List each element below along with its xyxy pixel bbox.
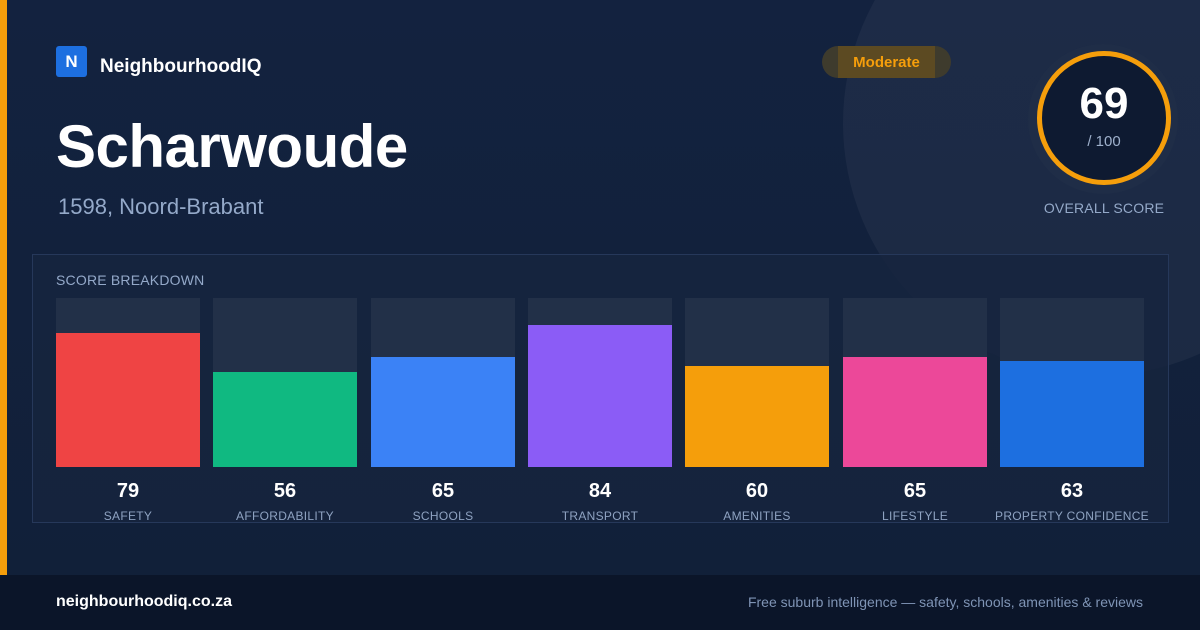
rating-badge-label: Moderate — [853, 53, 920, 71]
bar-label: AFFORDABILITY — [236, 509, 334, 523]
bar-fill — [371, 357, 515, 467]
rating-badge: Moderate — [822, 46, 951, 78]
overall-score-value: 69 — [1079, 79, 1129, 128]
score-breakdown-title: SCORE BREAKDOWN — [56, 272, 205, 288]
brand-logo-icon: N — [56, 46, 87, 77]
bar-label: LIFESTYLE — [881, 509, 949, 523]
bar-value: 79 — [116, 480, 140, 502]
bar-fill — [213, 372, 357, 467]
brand-name: NeighbourhoodIQ — [100, 55, 262, 77]
bar-track — [528, 298, 672, 467]
bar-fill — [1000, 361, 1144, 467]
bar-label: SCHOOLS — [412, 509, 474, 523]
bar-value: 60 — [745, 480, 769, 502]
bar-value: 65 — [431, 480, 455, 502]
bar-fill — [56, 333, 200, 467]
footer — [0, 575, 1200, 630]
bar-value: 56 — [273, 480, 297, 502]
bar-fill — [843, 357, 987, 467]
brand: N NeighbourhoodIQ — [56, 46, 261, 77]
accent-stripe — [0, 0, 7, 575]
overall-score-label: OVERALL SCORE — [1043, 200, 1165, 216]
suburb-title: Scharwoude — [56, 113, 408, 180]
footer-tagline: Free suburb intelligence — safety, schoo… — [747, 594, 1143, 610]
footer-url-link[interactable]: neighbourhoodiq.co.za — [56, 593, 232, 610]
bar-label: AMENITIES — [723, 509, 791, 523]
bar-label: PROPERTY CONFIDENCE — [995, 509, 1149, 523]
suburb-location: 1598, Noord-Brabant — [58, 194, 264, 219]
bar-track — [371, 298, 515, 467]
overall-score-max: / 100 — [1087, 133, 1121, 150]
score-ring — [1037, 51, 1171, 185]
bar-fill — [685, 366, 829, 467]
bar-fill — [528, 325, 672, 467]
bar-label: SAFETY — [103, 509, 153, 523]
bar-track — [685, 298, 829, 467]
bar-value: 65 — [903, 480, 927, 502]
bar-track — [1000, 298, 1144, 467]
bar-track — [213, 298, 357, 467]
bar-value: 63 — [1060, 480, 1084, 502]
bar-track — [843, 298, 987, 467]
bar-value: 84 — [588, 480, 612, 502]
bar-label: TRANSPORT — [561, 509, 639, 523]
bar-track — [56, 298, 200, 467]
share-card: N NeighbourhoodIQ Scharwoude 1598, Noord… — [0, 0, 1200, 575]
